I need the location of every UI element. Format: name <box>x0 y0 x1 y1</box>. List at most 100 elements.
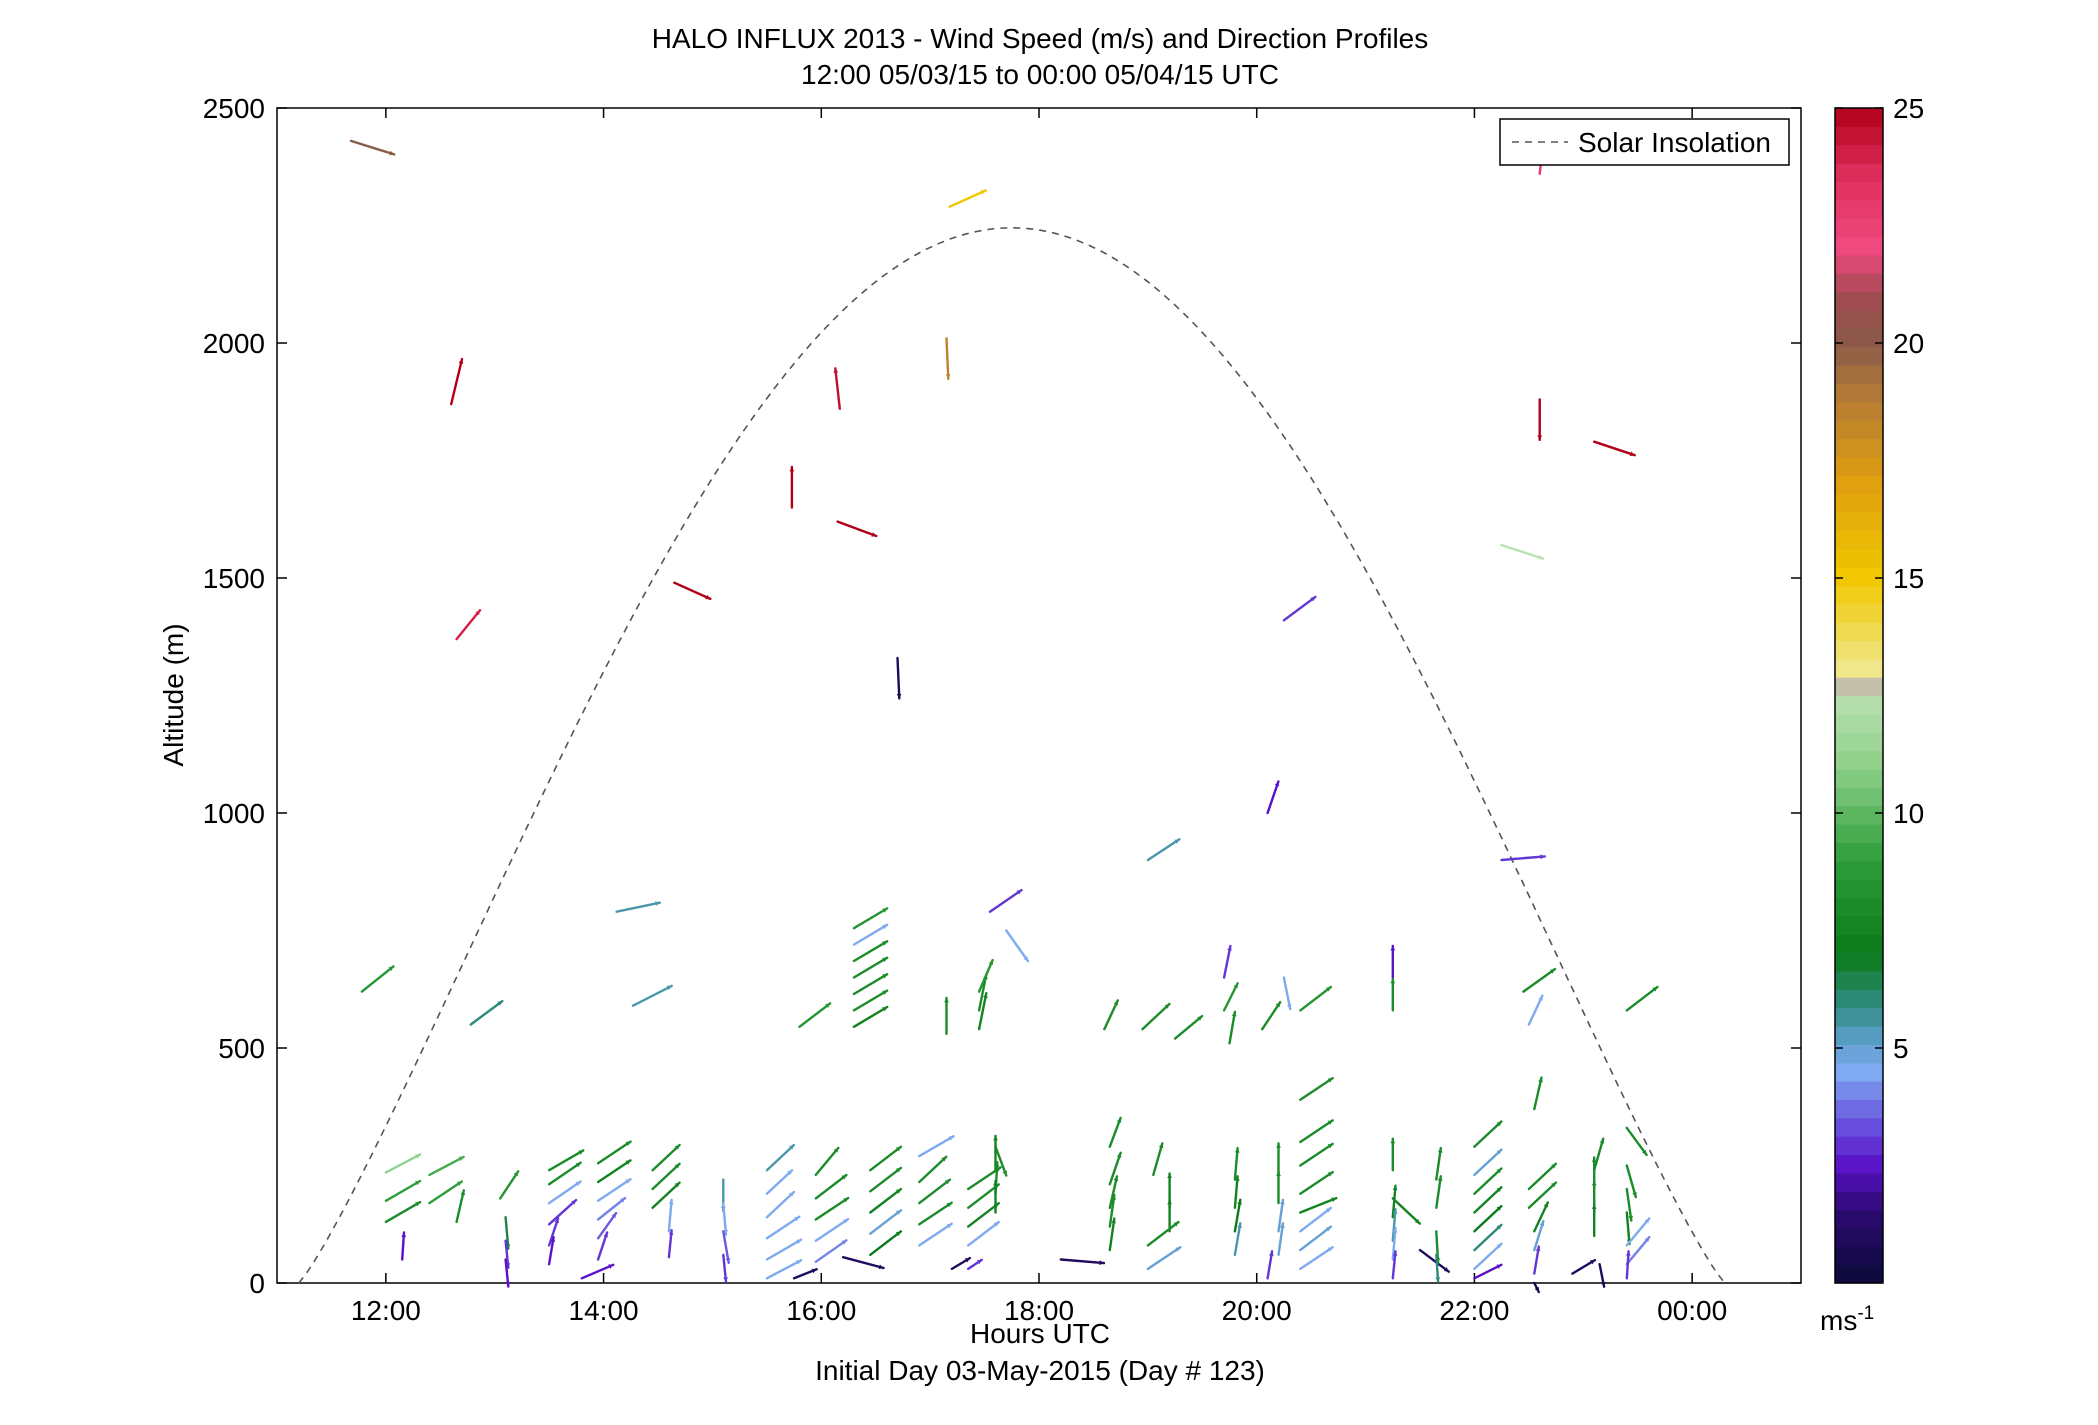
wind-vector-head <box>882 1007 888 1012</box>
colorbar-tick-label: 20 <box>1893 328 1924 359</box>
wind-vector-head <box>625 1160 631 1165</box>
wind-vector <box>1625 1250 1630 1280</box>
wind-vector <box>1299 1170 1334 1195</box>
wind-vector-head <box>1543 1202 1549 1208</box>
wind-vector-head <box>1589 1260 1595 1265</box>
wind-vector <box>1146 838 1181 862</box>
wind-vector-head <box>895 1146 901 1152</box>
wind-vector-head <box>1414 1218 1420 1224</box>
wind-vector <box>722 1230 730 1265</box>
wind-vector-head <box>674 1163 680 1169</box>
wind-vector-head <box>1287 1004 1292 1009</box>
wind-vector-head <box>882 990 888 995</box>
wind-vector-head <box>882 974 888 979</box>
wind-vector <box>852 973 889 996</box>
wind-vector <box>1233 1222 1242 1257</box>
wind-vector <box>988 888 1023 913</box>
wind-vector-head <box>1496 1206 1502 1211</box>
wind-vector <box>1059 1258 1106 1265</box>
colorbar-cell <box>1835 548 1883 568</box>
wind-vector-head <box>415 1181 421 1186</box>
wind-vector <box>615 901 661 913</box>
wind-vector-head <box>497 1001 503 1006</box>
colorbar-cell <box>1835 236 1883 256</box>
wind-vector <box>1222 944 1232 979</box>
wind-vector-head <box>575 1162 581 1168</box>
solar-insolation-curve <box>298 226 1726 1284</box>
wind-vector <box>1533 1076 1543 1111</box>
wind-vector-head <box>513 1171 519 1177</box>
wind-vector-head <box>941 1156 947 1162</box>
wind-vector <box>455 1189 465 1224</box>
colorbar-cell <box>1835 658 1883 678</box>
colorbar-cell <box>1835 989 1883 1009</box>
colorbar-cell <box>1835 860 1883 880</box>
chart-subtitle: 12:00 05/03/15 to 00:00 05/04/15 UTC <box>801 59 1279 90</box>
wind-vector <box>504 1258 510 1288</box>
wind-vector-head <box>993 1136 998 1141</box>
wind-vector <box>651 1162 681 1191</box>
wind-vector-head <box>993 1181 998 1186</box>
wind-vector-head <box>811 1268 817 1274</box>
wind-vector <box>1260 1001 1282 1031</box>
colorbar-cell <box>1835 365 1883 384</box>
colorbar-cell <box>1835 824 1883 843</box>
colorbar-tick-label: 15 <box>1893 563 1924 594</box>
wind-vector <box>945 337 950 380</box>
wind-vector-head <box>1537 435 1543 440</box>
x-tick-label: 22:00 <box>1439 1295 1509 1326</box>
wind-vector-head <box>1331 1197 1337 1202</box>
y-tick-label: 1000 <box>203 798 265 829</box>
wind-vector-head <box>1496 1243 1502 1249</box>
colorbar-tick-label: 10 <box>1893 798 1924 829</box>
wind-vector-head <box>833 368 839 373</box>
colorbar-cell <box>1835 291 1883 311</box>
wind-vector <box>1473 1186 1503 1214</box>
wind-vector-head <box>456 1181 462 1186</box>
wind-vector <box>580 1263 615 1280</box>
wind-vector-head <box>1392 1228 1398 1233</box>
wind-vector-head <box>505 1281 511 1287</box>
wind-vector <box>667 1198 673 1233</box>
wind-vector <box>1435 1253 1440 1284</box>
x-axis-label-secondary: Initial Day 03-May-2015 (Day # 123) <box>815 1355 1265 1386</box>
wind-vector <box>1277 1222 1285 1257</box>
wind-vector <box>814 1239 848 1264</box>
wind-vector-head <box>1234 1148 1240 1153</box>
wind-vector-head <box>1327 1143 1333 1149</box>
wind-vector-head <box>1392 1209 1398 1214</box>
wind-vector-head <box>841 1240 847 1245</box>
y-axis-ticks: 0 500 1000 1500 2000 2500 <box>203 93 1801 1299</box>
colorbar-cell <box>1835 438 1883 458</box>
wind-vector <box>1391 1250 1397 1280</box>
colorbar-cell <box>1835 805 1883 825</box>
colorbar-cell <box>1835 970 1883 990</box>
wind-vector-head <box>1390 978 1396 984</box>
wind-vector-head <box>1099 1260 1104 1266</box>
wind-vector-head <box>1237 1223 1242 1228</box>
wind-vector-head <box>1167 1173 1172 1178</box>
wind-vector-head <box>725 1258 731 1263</box>
wind-vector-head <box>625 1179 631 1184</box>
wind-vector-head <box>1280 1199 1285 1205</box>
colorbar-cell <box>1835 677 1883 697</box>
wind-vector-head <box>794 1216 800 1222</box>
wind-vector <box>384 1200 422 1224</box>
colorbar-cell <box>1835 309 1883 329</box>
wind-vector-head <box>1164 1004 1170 1009</box>
wind-vector-head <box>1535 1246 1541 1252</box>
wind-vector <box>596 1231 609 1261</box>
wind-vector <box>1473 1167 1503 1195</box>
wind-vector <box>1592 440 1636 457</box>
wind-vector <box>869 1166 903 1193</box>
wind-vector <box>667 1228 673 1259</box>
wind-vector <box>977 958 994 993</box>
colorbar-tick-label: 25 <box>1893 93 1924 124</box>
colorbar-unit-label: ms-1 <box>1820 1303 1874 1336</box>
wind-vector-head <box>1275 1002 1281 1008</box>
wind-vector <box>1108 1217 1116 1252</box>
wind-vector-head <box>1496 1187 1502 1192</box>
wind-vector-head <box>666 985 672 990</box>
wind-vector-head <box>1538 1077 1543 1083</box>
wind-vector <box>967 1183 1000 1210</box>
